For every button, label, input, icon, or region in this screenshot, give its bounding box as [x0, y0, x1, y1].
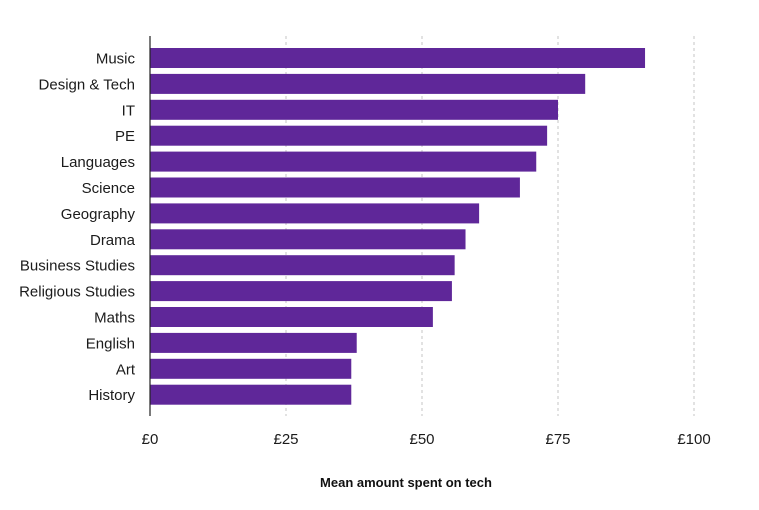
category-label: Business Studies — [20, 258, 135, 275]
x-tick-label: £50 — [409, 431, 434, 448]
category-label: Geography — [61, 206, 136, 223]
x-tick-label: £75 — [545, 431, 570, 448]
bar — [150, 384, 352, 405]
bar — [150, 332, 357, 353]
bar — [150, 281, 452, 302]
category-labels: Music Design & Tech IT PE Languages Science Ge… — [19, 51, 136, 405]
category-label: History — [88, 387, 135, 404]
bar — [150, 255, 455, 276]
category-label: Design & Tech — [39, 76, 135, 93]
bar — [150, 99, 558, 120]
category-label: PE — [115, 128, 135, 145]
x-tick-label: £25 — [273, 431, 298, 448]
bar — [150, 358, 352, 379]
category-label: Music — [96, 51, 136, 68]
bar — [150, 307, 433, 327]
bar — [150, 203, 480, 224]
bars — [150, 48, 646, 405]
x-tick-label: £0 — [142, 431, 159, 448]
bar — [150, 48, 646, 68]
bar — [150, 73, 586, 94]
x-tick-label: £100 — [677, 431, 710, 448]
category-label: Religious Studies — [19, 284, 135, 301]
category-label: Art — [116, 361, 136, 378]
category-label: Languages — [61, 154, 135, 171]
bar — [150, 229, 466, 250]
bar — [150, 177, 520, 198]
bar — [150, 125, 548, 146]
category-label: English — [86, 335, 135, 352]
category-label: Drama — [90, 232, 136, 249]
category-label: Maths — [94, 310, 135, 327]
bar — [150, 151, 537, 172]
category-label: IT — [122, 102, 135, 119]
x-axis-title: Mean amount spent on tech — [320, 475, 492, 490]
category-label: Science — [82, 180, 135, 197]
x-tick-labels: £0 £25 £50 £75 £100 — [142, 431, 711, 448]
